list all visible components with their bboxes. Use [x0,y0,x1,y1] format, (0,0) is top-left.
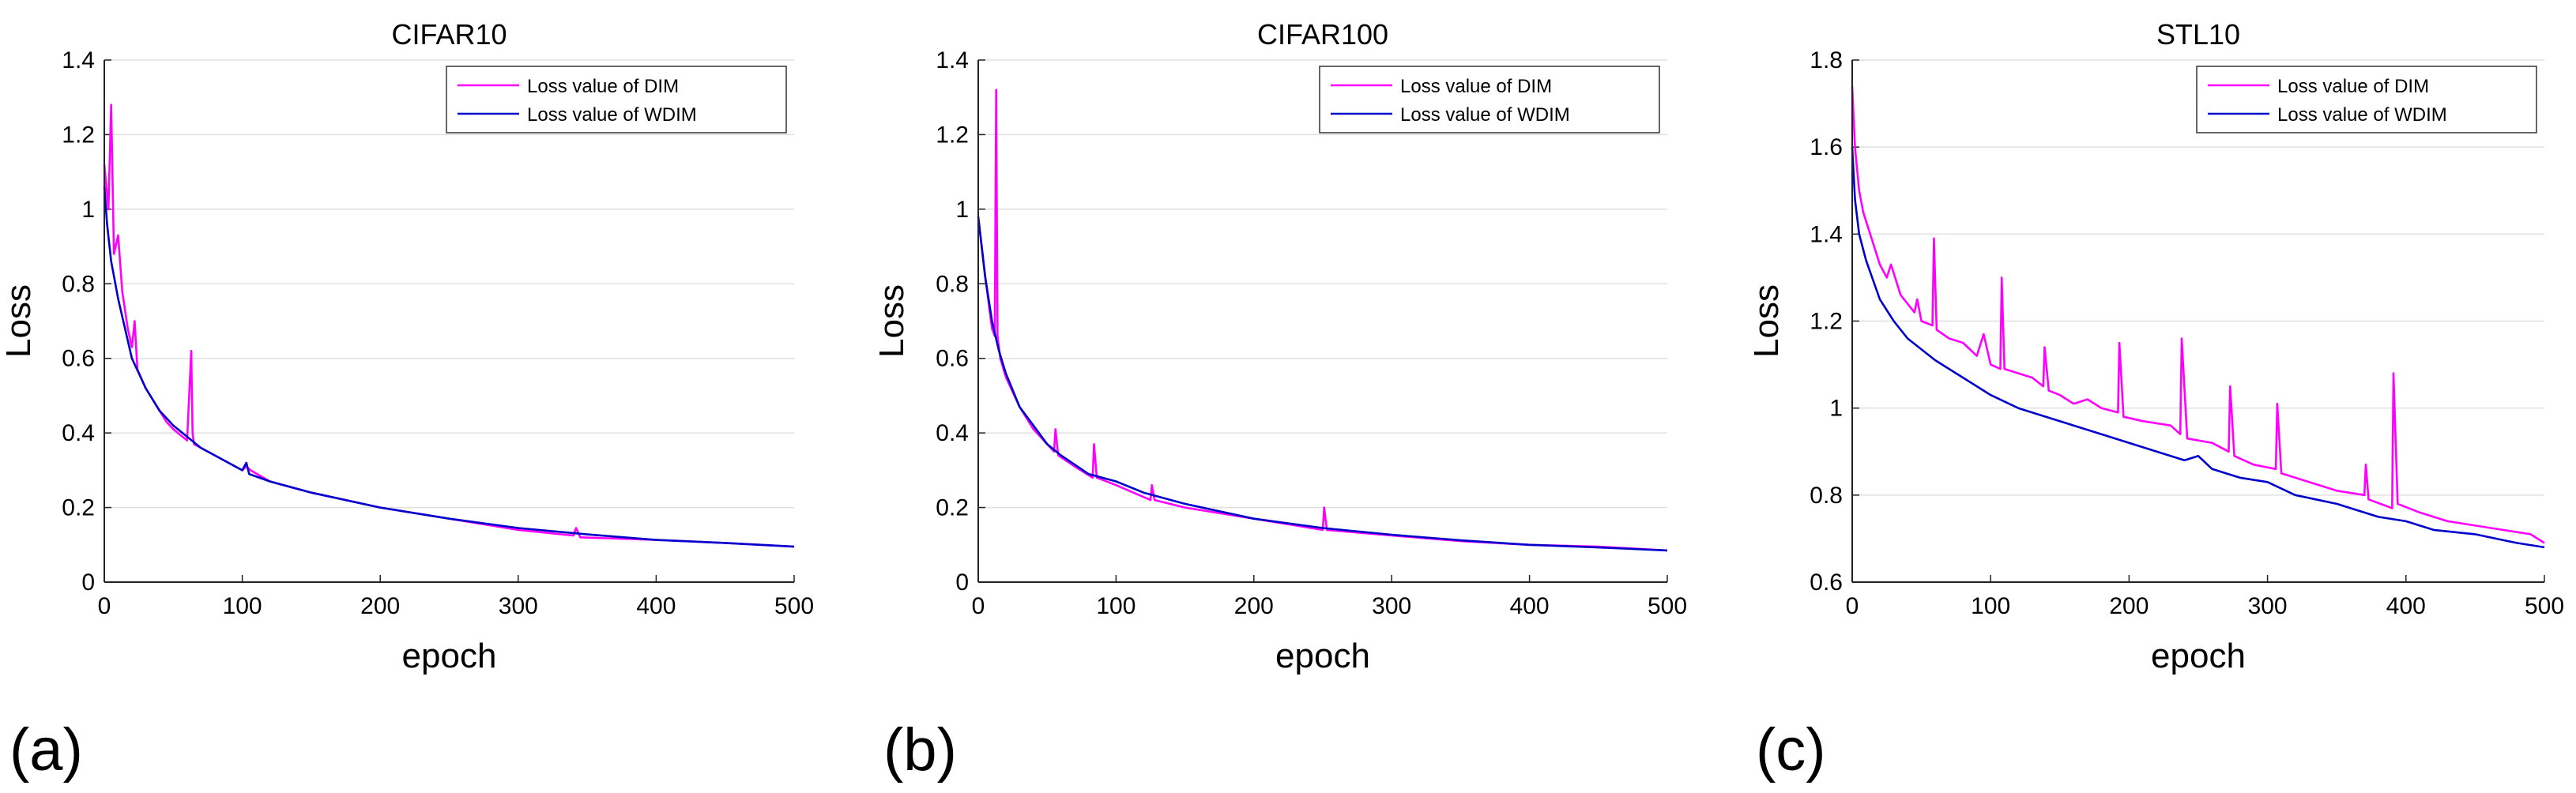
legend: Loss value of DIM Loss value of WDIM [446,66,787,133]
x-tick-label: 200 [2109,593,2149,619]
x-tick-label: 100 [1971,593,2010,619]
y-axis-label: Loss [872,284,911,358]
series-line-dim [977,88,1668,552]
x-axis-label: epoch [2151,637,2246,675]
y-tick-label: 0.8 [1810,483,1843,509]
y-tick-label: 1.8 [1810,47,1843,73]
chart-title: CIFAR100 [1257,18,1388,51]
x-tick-label: 300 [1372,593,1411,619]
panel-label: (c) [1756,716,1826,784]
y-tick-label: 0 [81,569,95,596]
x-tick-label: 100 [1096,593,1135,619]
y-tick-label: 0.4 [62,420,95,446]
legend-label-wdim: Loss value of WDIM [527,104,697,126]
legend: Loss value of DIM Loss value of WDIM [2196,66,2537,133]
series-line-wdim [103,186,795,548]
legend-label-wdim: Loss value of WDIM [2277,104,2447,126]
series-line-wdim [977,216,1668,552]
y-tick-label: 0.2 [936,495,969,521]
legend-label-wdim: Loss value of WDIM [1400,104,1570,126]
x-tick-label: 500 [774,593,814,619]
panel-label: (a) [9,716,83,784]
series-line-dim [1851,86,2545,544]
y-tick-label: 1 [955,197,969,223]
x-tick-label: 200 [1234,593,1274,619]
y-tick-label: 1.2 [1810,309,1843,335]
chart-panel-2: 0 0.2 0.4 0.6 0.8 1 1.2 1.4 0 100 200 300 400 500 CIFA… [872,18,1687,784]
chart-panel-1: 0 0.2 0.4 0.6 0.8 1 1.2 1.4 0 100 200 300 400 500 CIFA… [0,18,814,784]
y-tick-label: 0.4 [936,420,969,446]
legend-box [446,66,787,133]
chart-title: STL10 [2156,18,2240,51]
panel-label: (b) [883,716,957,784]
x-tick-label: 0 [972,593,985,619]
x-tick-label: 200 [360,593,400,619]
x-tick-label: 500 [2525,593,2564,619]
series-line-wdim [1851,147,2545,549]
x-tick-label: 100 [223,593,262,619]
x-tick-label: 0 [1846,593,1859,619]
legend-label-dim: Loss value of DIM [2277,76,2429,97]
y-tick-label: 1.4 [936,47,969,73]
y-tick-label: 0.8 [62,271,95,297]
y-tick-label: 1.4 [1810,221,1843,247]
y-axis-label: Loss [0,284,38,358]
x-tick-label: 400 [1510,593,1550,619]
x-axis-label: epoch [402,637,497,675]
y-tick-label: 1 [1829,396,1843,422]
y-tick-label: 0 [955,569,969,596]
y-tick-label: 1 [81,197,95,223]
x-axis-label: epoch [1275,637,1370,675]
y-tick-label: 0.6 [62,346,95,372]
x-tick-label: 300 [499,593,538,619]
series-line-dim [103,103,795,548]
legend-label-dim: Loss value of DIM [527,76,679,97]
y-tick-label: 1.4 [62,47,95,73]
legend-label-dim: Loss value of DIM [1400,76,1552,97]
y-tick-label: 1.2 [936,122,969,148]
x-tick-label: 500 [1648,593,1687,619]
y-tick-label: 0.2 [62,495,95,521]
x-tick-label: 0 [98,593,111,619]
legend-box [2196,66,2537,133]
legend-box [1319,66,1660,133]
y-tick-label: 1.2 [62,122,95,148]
x-tick-label: 400 [2386,593,2426,619]
y-axis-label: Loss [1747,284,1786,358]
plot-area [978,60,1667,582]
y-tick-label: 1.6 [1810,134,1843,160]
plot-area [104,60,794,582]
x-tick-label: 400 [636,593,676,619]
legend: Loss value of DIM Loss value of WDIM [1319,66,1660,133]
chart-panel-3: 0.6 0.8 1 1.2 1.4 1.6 1.8 0 100 200 300 400 500 STL10… [1747,18,2564,784]
y-tick-label: 0.8 [936,271,969,297]
x-tick-label: 300 [2248,593,2288,619]
chart-title: CIFAR10 [391,18,507,51]
y-tick-label: 0.6 [1810,569,1843,596]
y-tick-label: 0.6 [936,346,969,372]
